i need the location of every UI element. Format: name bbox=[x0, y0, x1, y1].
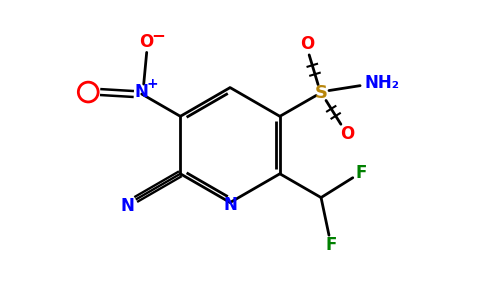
Text: N: N bbox=[135, 83, 149, 101]
Text: O: O bbox=[139, 32, 154, 50]
Text: O: O bbox=[340, 125, 354, 143]
Text: +: + bbox=[147, 77, 158, 91]
Text: F: F bbox=[355, 164, 366, 182]
Text: NH₂: NH₂ bbox=[364, 74, 399, 92]
Text: N: N bbox=[121, 197, 135, 215]
Text: N: N bbox=[223, 196, 237, 214]
Text: −: − bbox=[151, 26, 166, 44]
Text: F: F bbox=[325, 236, 337, 254]
Text: S: S bbox=[315, 83, 328, 101]
Text: O: O bbox=[300, 35, 314, 53]
